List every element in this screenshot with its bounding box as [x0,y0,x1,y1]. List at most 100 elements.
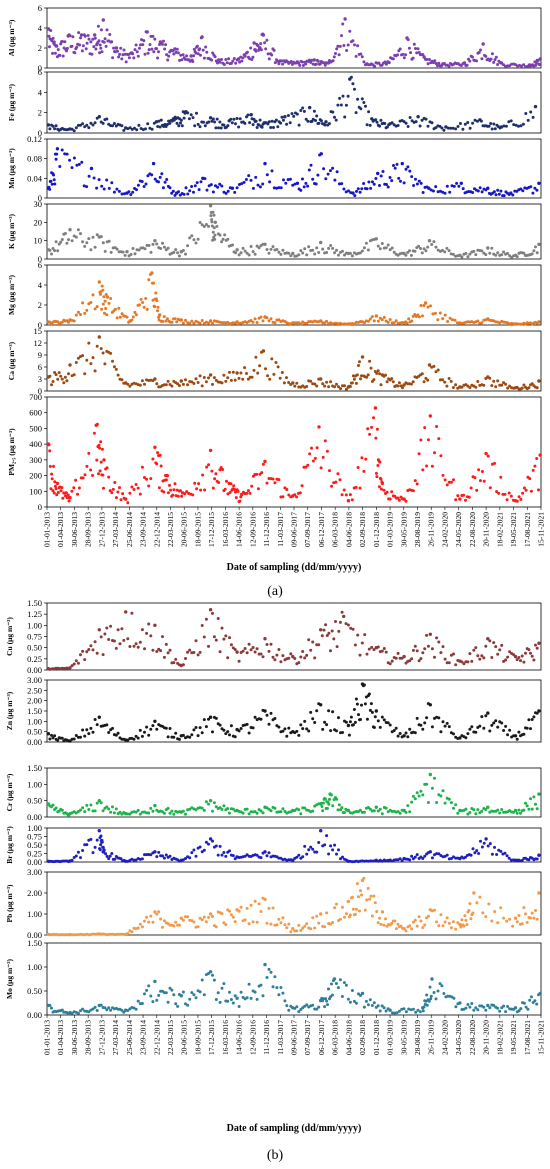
data-point [443,380,447,384]
data-point [502,381,506,385]
data-point [357,364,360,367]
data-point [373,901,377,905]
x-tick-label: 11-12-2016 [262,512,271,547]
data-point [211,210,215,214]
data-point [333,385,337,389]
data-point [158,313,162,317]
data-point [533,464,537,468]
data-point [79,36,82,40]
data-point [314,119,317,122]
data-point [287,493,291,497]
data-point [79,856,82,860]
x-tick-label: 01-04-2013 [56,1020,65,1055]
data-point [374,177,378,180]
data-point [210,469,214,473]
data-point [256,44,260,48]
x-tick-label: 23-09-2014 [139,1020,148,1055]
data-point [275,923,279,927]
data-point [459,925,463,929]
data-point [105,313,109,317]
data-point [216,61,219,65]
y-tick-label: 12 [34,338,43,348]
data-point [519,187,523,191]
x-tick-label: 06-12-2017 [317,1020,326,1055]
data-point [204,840,208,844]
data-point [503,492,507,496]
data-point [196,925,200,929]
data-point [370,645,374,649]
data-point [120,57,124,61]
data-point [228,990,231,994]
data-point [130,930,134,934]
data-point [519,497,523,501]
data-point [229,61,233,65]
data-point [259,48,263,52]
data-point [74,734,78,737]
data-point [249,996,253,1000]
data-point [85,41,89,45]
data-point [170,191,174,195]
data-point [396,384,400,388]
data-point [443,801,447,805]
data-point [397,176,401,180]
data-point [147,811,151,815]
data-point [276,125,280,129]
data-point [505,854,509,858]
x-tick-label: 12-09-2016 [248,512,257,547]
data-point [359,718,362,721]
data-point [488,729,492,733]
data-point [297,808,301,812]
data-point [149,250,153,254]
data-point [161,241,164,245]
data-point [128,126,132,130]
data-point [259,910,263,913]
data-point [419,657,423,661]
data-point [132,644,136,648]
data-point [407,1007,411,1011]
data-point [344,622,348,626]
data-point [480,470,484,473]
data-point [346,723,351,728]
data-point [237,125,241,129]
data-point [89,121,93,125]
data-point [164,383,168,387]
data-point [529,110,533,114]
data-point [144,182,148,186]
data-point [102,40,106,44]
data-point [325,634,329,637]
data-point [388,176,392,179]
data-point [151,1000,155,1004]
data-point [164,43,168,47]
data-point [353,720,357,724]
data-point [50,477,54,481]
data-point [329,844,333,848]
data-point [382,718,386,722]
data-point [70,858,74,862]
data-point [218,844,222,848]
data-point [452,732,455,736]
data-point [433,776,436,780]
data-point [157,910,161,914]
data-point [134,1007,138,1011]
data-point [348,251,352,255]
data-point [228,811,231,815]
data-point [225,61,229,65]
data-point [462,61,467,65]
data-point [272,186,276,190]
data-point [380,318,384,322]
data-point [466,812,470,816]
data-point [504,1010,508,1014]
y-tick-label: 10 [34,236,43,246]
data-point [255,244,259,248]
data-point [254,119,258,123]
data-point [185,490,189,494]
data-point [324,623,328,627]
data-point [311,847,315,851]
data-point [360,55,364,59]
data-point [72,486,76,490]
data-point [383,122,387,125]
data-point [454,803,458,807]
data-point [211,730,214,734]
data-point [427,186,431,190]
data-point [428,414,432,418]
